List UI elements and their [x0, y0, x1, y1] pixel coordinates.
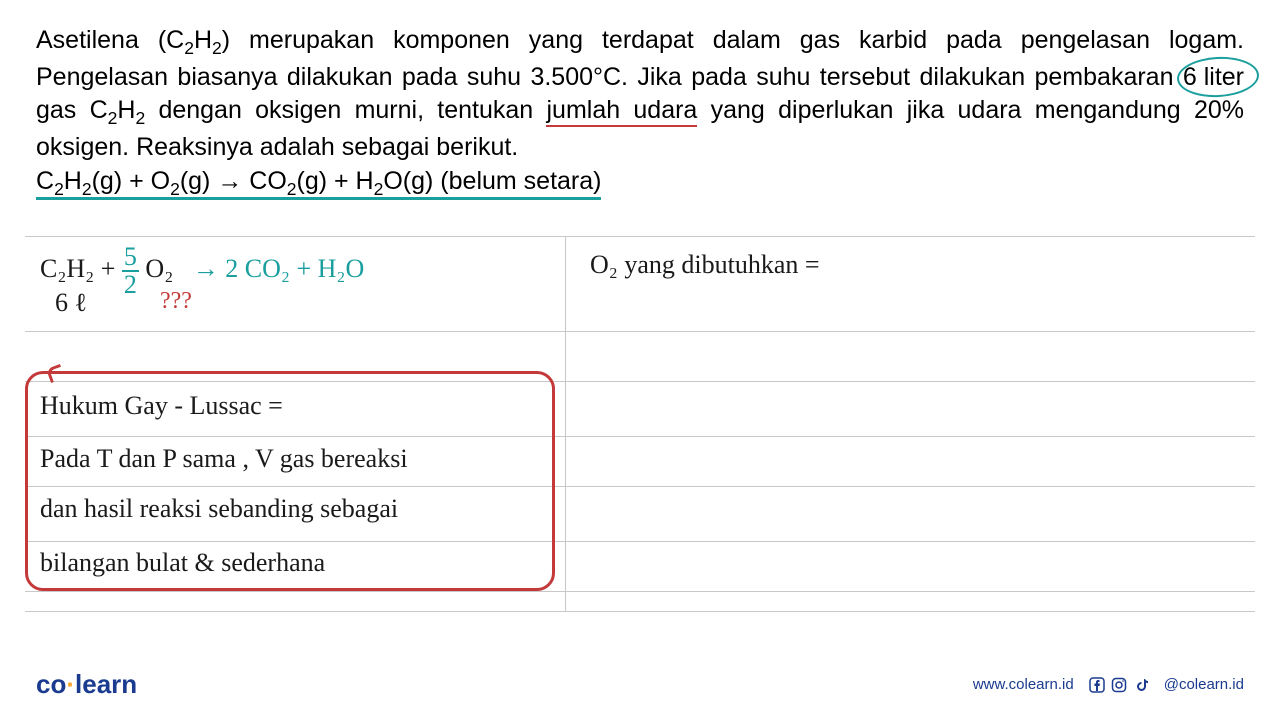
ruled-line	[25, 236, 1255, 237]
given-volume: 6 ℓ	[55, 288, 87, 318]
chemical-equation: C2H2(g) + O2(g) → CO2(g) + H2O(g) (belum…	[36, 167, 601, 195]
right-column-text: O₂ yang dibutuhkan =	[590, 250, 820, 280]
problem-statement: Asetilena (C2H2) merupakan komponen yang…	[0, 0, 1280, 211]
law-line: bilangan bulat & sederhana	[40, 548, 325, 578]
underlined-phrase: jumlah udara	[546, 96, 697, 124]
footer-links: www.colearn.id @colearn.id	[973, 676, 1244, 694]
social-handle: @colearn.id	[1164, 676, 1244, 693]
unknown-marks: ???	[160, 288, 192, 315]
logo: co·learn	[36, 669, 137, 700]
tiktok-icon	[1132, 676, 1150, 694]
circled-value: 6 liter	[1183, 61, 1244, 95]
vertical-divider	[565, 236, 566, 611]
ruled-line	[25, 591, 1255, 592]
social-icons	[1088, 676, 1150, 694]
ruled-line	[25, 331, 1255, 332]
website-url: www.colearn.id	[973, 676, 1074, 693]
law-line: Pada T dan P sama , V gas bereaksi	[40, 444, 408, 474]
law-line: dan hasil reaksi sebanding sebagai	[40, 494, 398, 524]
law-title: Hukum Gay - Lussac =	[40, 391, 283, 421]
instagram-icon	[1110, 676, 1128, 694]
ruled-line	[25, 611, 1255, 612]
text-segment: Asetilena (C	[36, 26, 184, 54]
fraction: 5 2	[122, 244, 139, 298]
facebook-icon	[1088, 676, 1106, 694]
handwriting-work-area: C₂H₂ + 5 2 O₂ → 2 CO₂ + H₂O 6 ℓ ??? O₂ y…	[25, 236, 1255, 626]
footer: co·learn www.colearn.id @colearn.id	[36, 669, 1244, 700]
balanced-equation: C₂H₂ + 5 2 O₂ → 2 CO₂ + H₂O	[40, 244, 364, 298]
text-segment: dilakukan pembakaran	[920, 63, 1183, 91]
